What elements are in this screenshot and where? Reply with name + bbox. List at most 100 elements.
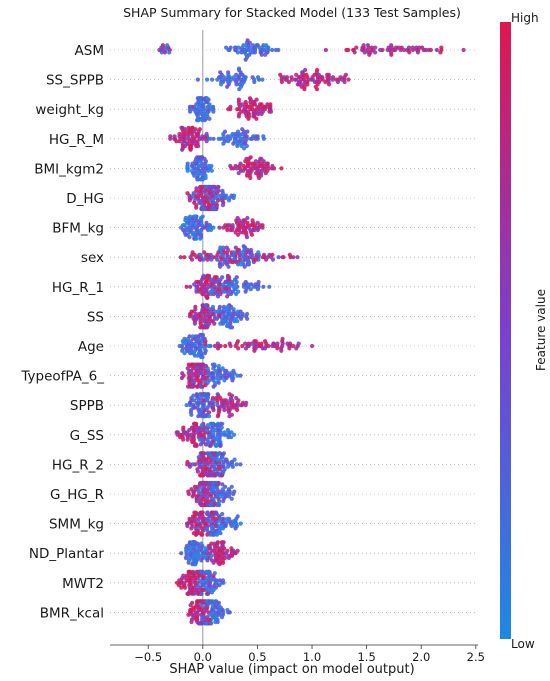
- shap-point-TypeofPA_6_-128: [203, 383, 208, 388]
- shap-point-SMM_kg-125: [191, 514, 196, 519]
- shap-point-SS_SPPB-96: [243, 75, 248, 80]
- shap-point-SMM_kg-112: [233, 526, 238, 531]
- shap-point-G_SS-110: [199, 423, 204, 428]
- shap-point-BMI_kgm2-107: [228, 163, 233, 169]
- shap-point-Age-116: [263, 339, 268, 344]
- shap-point-sex-61: [205, 257, 210, 262]
- shap-point-SS-101: [216, 309, 221, 314]
- shap-point-SMM_kg-58: [229, 523, 234, 529]
- shap-point-D_HG-114: [194, 186, 199, 191]
- shap-point-SS_SPPB-103: [316, 72, 322, 77]
- shap-point-HG_R_1-130: [249, 282, 254, 287]
- shap-point-ND_Plantar-83: [179, 551, 184, 556]
- shap-point-HG_R_M-129: [186, 125, 191, 130]
- shap-point-SS_SPPB-91: [278, 72, 283, 77]
- shap-point-BMI_kgm2-126: [200, 177, 205, 182]
- shap-point-SPPB-115: [234, 395, 239, 401]
- feature-label-Age: Age: [78, 339, 104, 355]
- shap-point-SPPB-124: [199, 392, 204, 397]
- shap-point-HG_R_M-106: [228, 134, 233, 139]
- shap-point-BMR_kcal-107: [218, 605, 223, 610]
- shap-point-HG_R_1-118: [197, 289, 202, 294]
- x-axis-label: SHAP value (impact on model output): [169, 662, 414, 677]
- shap-point-ASM-77: [369, 45, 374, 50]
- feature-label-SS_SPPB: SS_SPPB: [46, 73, 104, 89]
- shap-point-sex-116: [202, 250, 207, 255]
- shap-point-SS-108: [228, 325, 233, 330]
- shap-point-HG_R_1-116: [214, 275, 219, 280]
- shap-point-G_SS-119: [210, 421, 215, 426]
- shap-point-SPPB-105: [232, 405, 237, 410]
- shap-point-HG_R_M-110: [242, 146, 247, 151]
- shap-point-BFM_kg-110: [253, 223, 258, 228]
- shap-point-ASM-115: [367, 52, 372, 57]
- shap-point-Age-132: [275, 346, 280, 351]
- shap-point-ASM-124: [389, 52, 394, 57]
- shap-point-HG_R_2-108: [224, 457, 229, 462]
- shap-point-HG_R_1-113: [194, 289, 199, 294]
- shap-point-SS-131: [194, 316, 199, 321]
- shap-points: [157, 38, 466, 626]
- shap-point-G_HG_R-120: [229, 484, 234, 489]
- shap-point-Age-60: [310, 343, 315, 349]
- shap-point-HG_R_M-114: [236, 131, 241, 137]
- shap-point-BMR_kcal-125: [196, 599, 201, 604]
- shap-point-SS_SPPB-65: [282, 75, 287, 80]
- shap-point-SS_SPPB-43: [294, 77, 299, 82]
- shap-point-ASM-61: [420, 45, 425, 50]
- shap-point-D_HG-84: [220, 188, 225, 193]
- shap-point-BMR_kcal-92: [194, 603, 199, 608]
- shap-point-SS_SPPB-122: [303, 67, 308, 73]
- shap-point-ND_Plantar-126: [184, 543, 189, 549]
- shap-point-ASM-97: [344, 47, 349, 53]
- shap-point-ASM-85: [399, 45, 404, 50]
- shap-point-weight_kg-77: [187, 104, 192, 109]
- shap-point-G_SS-62: [185, 437, 190, 442]
- shap-point-ASM-55: [270, 47, 275, 53]
- shap-point-BMR_kcal-130: [199, 621, 204, 626]
- shap-point-sex-94: [264, 257, 269, 262]
- shap-point-HG_R_1-88: [234, 291, 239, 297]
- x-tick-label: 0.5: [248, 650, 266, 664]
- shap-point-ASM-120: [263, 52, 268, 57]
- shap-point-SPPB-125: [227, 392, 232, 397]
- shap-point-HG_R_1-132: [209, 291, 214, 297]
- shap-point-MWT2-54: [204, 578, 209, 583]
- shap-point-BMR_kcal-119: [209, 621, 214, 626]
- shap-point-SS_SPPB-78: [297, 75, 302, 80]
- x-tick-label: 0.0: [194, 650, 212, 664]
- shap-point-MWT2-132: [190, 591, 195, 596]
- shap-point-MWT2-98: [220, 578, 225, 583]
- shap-point-SS-120: [198, 325, 203, 330]
- shap-point-ASM-92: [264, 43, 269, 48]
- shap-point-HG_R_2-50: [185, 462, 190, 467]
- shap-point-HG_R_1-122: [233, 277, 238, 282]
- shap-point-sex-123: [236, 262, 241, 267]
- shap-point-SS_SPPB-97: [289, 75, 294, 80]
- shap-point-HG_R_2-100: [196, 455, 201, 460]
- shap-point-sex-130: [233, 245, 238, 250]
- shap-point-TypeofPA_6_-86: [217, 368, 223, 373]
- shap-point-HG_R_M-92: [235, 143, 240, 149]
- shap-point-SMM_kg-123: [205, 532, 210, 537]
- shap-point-BFM_kg-89: [227, 223, 232, 228]
- colorbar-title: Feature value: [534, 289, 548, 371]
- shap-point-SPPB-117: [202, 392, 207, 397]
- shap-point-sex-91: [192, 252, 197, 257]
- shap-point-G_HG_R-46: [227, 494, 232, 499]
- shap-point-weight_kg-115: [208, 104, 213, 109]
- shap-point-BMI_kgm2-89: [185, 161, 190, 166]
- shap-point-ASM-116: [241, 43, 246, 48]
- shap-point-SS-129: [224, 323, 230, 329]
- shap-point-SMM_kg-109: [220, 526, 226, 531]
- shap-point-Age-117: [200, 332, 206, 338]
- shap-point-SS_SPPB-119: [294, 72, 299, 77]
- shap-point-TypeofPA_6_-129: [220, 366, 225, 371]
- shap-point-SS_SPPB-84: [286, 79, 291, 85]
- shap-point-BFM_kg-125: [204, 220, 209, 225]
- shap-point-SS-118: [188, 311, 193, 317]
- shap-point-weight_kg-125: [194, 111, 199, 117]
- shap-point-weight_kg-129: [244, 114, 249, 119]
- shap-point-HG_R_M-87: [200, 134, 205, 139]
- shap-point-G_HG_R-82: [223, 484, 228, 489]
